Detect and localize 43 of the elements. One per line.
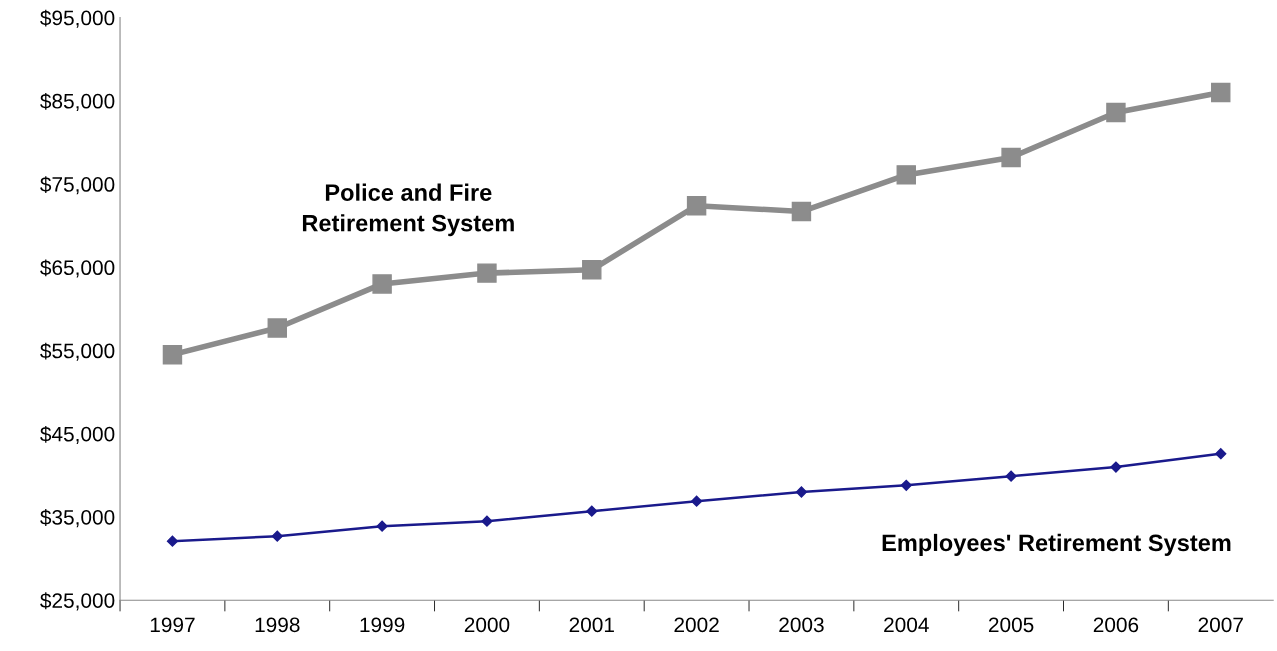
point: [900, 479, 912, 491]
point: [686, 195, 707, 216]
y-tick-label: $45,000: [40, 425, 115, 444]
point: [477, 263, 497, 283]
point: [1005, 470, 1017, 482]
point: [376, 520, 388, 532]
x-tick-label: 1997: [150, 617, 195, 633]
x-tick-label: 2005: [988, 617, 1034, 633]
y-tick-label: $65,000: [40, 259, 115, 278]
point: [271, 530, 283, 542]
y-tick-label: $25,000: [40, 592, 115, 611]
point: [791, 201, 812, 222]
point: [1001, 147, 1021, 168]
x-tick-label: 2004: [884, 617, 929, 633]
point: [372, 274, 392, 294]
x-tick-label: 2002: [674, 617, 719, 633]
point: [896, 165, 916, 185]
y-tick-label: $35,000: [40, 509, 115, 528]
point: [582, 260, 602, 280]
x-tick-label: 1999: [360, 617, 405, 633]
y-tick-label: $55,000: [40, 342, 115, 361]
series-label: Employees' Retirement System: [882, 533, 1231, 556]
point: [1211, 82, 1231, 103]
x-tick-label: 1998: [255, 617, 300, 633]
point: [690, 495, 703, 507]
y-tick-label: $85,000: [40, 92, 115, 112]
x-tick-label: 2006: [1093, 617, 1139, 633]
series-label: Police and Fire Retirement System: [302, 183, 514, 237]
x-tick-label: 2007: [1198, 617, 1243, 633]
point: [1215, 448, 1227, 460]
point: [795, 486, 808, 498]
point: [1106, 102, 1126, 123]
x-tick-label: 2003: [779, 617, 824, 633]
point: [481, 515, 493, 527]
x-tick-label: 2001: [569, 617, 614, 633]
x-tick-label: 2000: [464, 617, 510, 633]
point: [166, 535, 179, 547]
point: [267, 318, 288, 338]
point: [586, 505, 598, 517]
point: [1110, 461, 1122, 473]
y-tick-label: $95,000: [40, 9, 115, 28]
point: [162, 344, 183, 365]
y-tick-label: $75,000: [40, 176, 115, 195]
